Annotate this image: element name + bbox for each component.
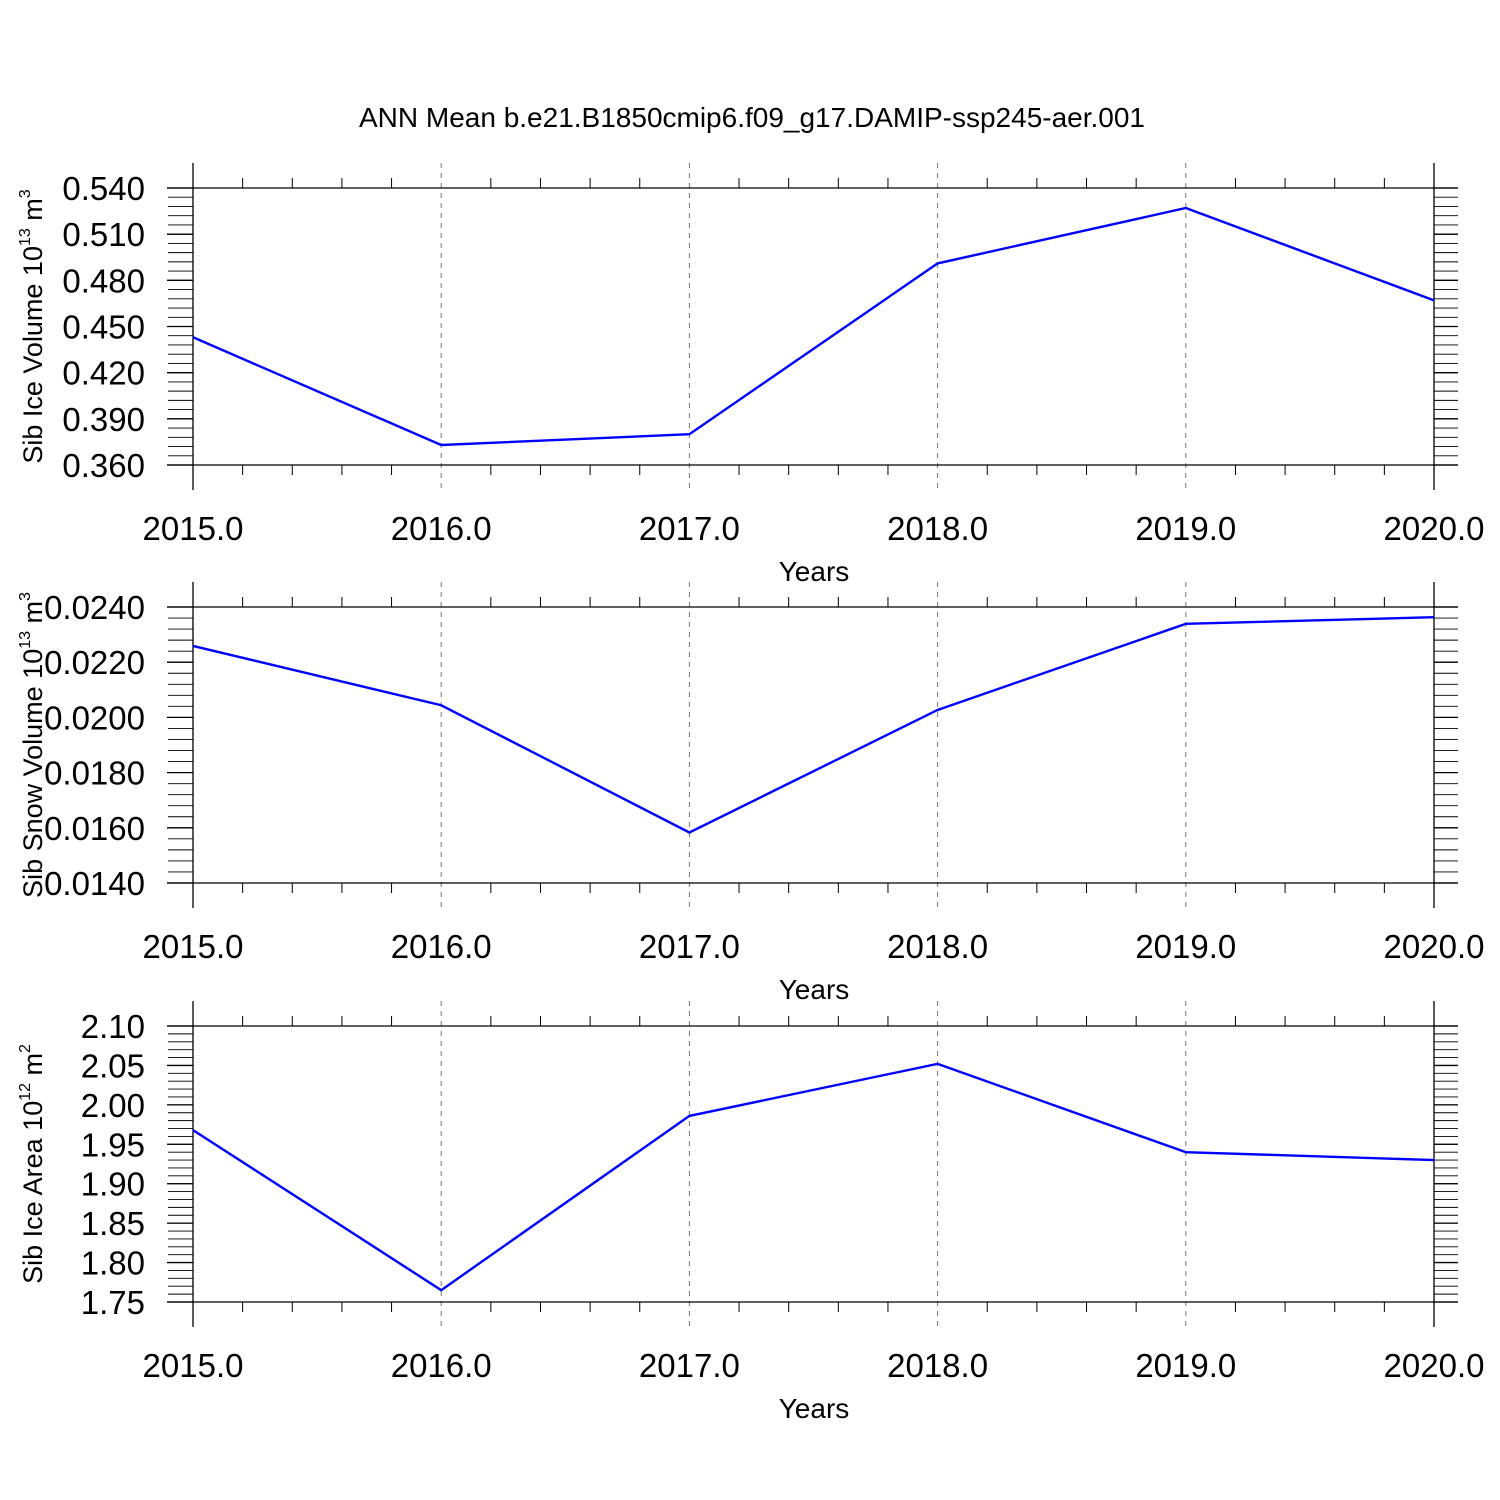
y-tick-label: 1.90 [81,1166,145,1203]
panels: 0.540 0.510 0.480 0.450 0.420 0.390 0.360 2015.… [17,163,1484,1424]
x-axis-label: Years [779,1393,850,1424]
x-tick-label: 2016.0 [391,928,492,965]
x-tick-label: 2020.0 [1384,928,1485,965]
y-tick-label: 0.360 [62,447,145,484]
y-tick-label: 2.00 [81,1087,145,1124]
x-tick-label: 2016.0 [391,1347,492,1384]
y-tick-label: 0.510 [62,216,145,253]
x-tick-label: 2015.0 [143,510,244,547]
x-tick-label: 2019.0 [1135,510,1236,547]
x-tick-label: 2020.0 [1384,1347,1485,1384]
y-tick-label: 1.95 [81,1126,145,1163]
y-tick-label: 0.0240 [44,589,145,626]
figure-title: ANN Mean b.e21.B1850cmip6.f09_g17.DAMIP-… [359,102,1145,133]
y-tick-label: 0.0180 [44,755,145,792]
y-axis-label: Sib Ice Area 1012 m2 [17,1044,48,1284]
x-axis-label: Years [779,556,850,587]
x-tick-label: 2017.0 [639,1347,740,1384]
y-tick-label: 0.0200 [44,699,145,736]
series-line [192,206,1435,447]
x-tick-label: 2020.0 [1384,510,1485,547]
x-axis-label: Years [779,974,850,1005]
x-tick-label: 2016.0 [391,510,492,547]
chart-panel-1: 0.540 0.510 0.480 0.450 0.420 0.390 0.360 2015.… [17,163,1484,587]
y-tick-label: 2.05 [81,1047,145,1084]
x-tick-label: 2017.0 [639,928,740,965]
x-tick-label: 2019.0 [1135,928,1236,965]
y-tick-label: 0.540 [62,170,145,207]
y-tick-label: 1.80 [81,1245,145,1282]
chart-panel-3: 2.102.052.001.951.901.851.801.75 2015.0 20… [17,1001,1484,1424]
x-tick-label: 2018.0 [887,1347,988,1384]
y-tick-label: 0.420 [62,355,145,392]
x-tick-label: 2019.0 [1135,1347,1236,1384]
y-tick-label: 0.0160 [44,810,145,847]
y-tick-label: 1.85 [81,1205,145,1242]
series-line [192,616,1435,834]
y-tick-label: 0.450 [62,309,145,346]
y-tick-label: 0.390 [62,401,145,438]
x-tick-label: 2018.0 [887,510,988,547]
x-tick-label: 2015.0 [143,928,244,965]
y-axis-label: Sib Ice Volume 1013 m3 [17,189,48,463]
y-tick-label: 2.10 [81,1008,145,1045]
y-tick-label: 0.0220 [44,644,145,681]
y-tick-label: 1.75 [81,1284,145,1321]
x-tick-label: 2018.0 [887,928,988,965]
x-tick-label: 2015.0 [143,1347,244,1384]
chart-panel-2: 0.0240 0.0220 0.0200 0.0180 0.0160 0.0140 2015… [17,582,1484,1005]
y-tick-label: 0.0140 [44,865,145,902]
x-tick-label: 2017.0 [639,510,740,547]
y-axis-label: Sib Snow Volume 1013 m3 [17,592,48,898]
y-tick-label: 0.480 [62,262,145,299]
series-line [192,1062,1435,1292]
